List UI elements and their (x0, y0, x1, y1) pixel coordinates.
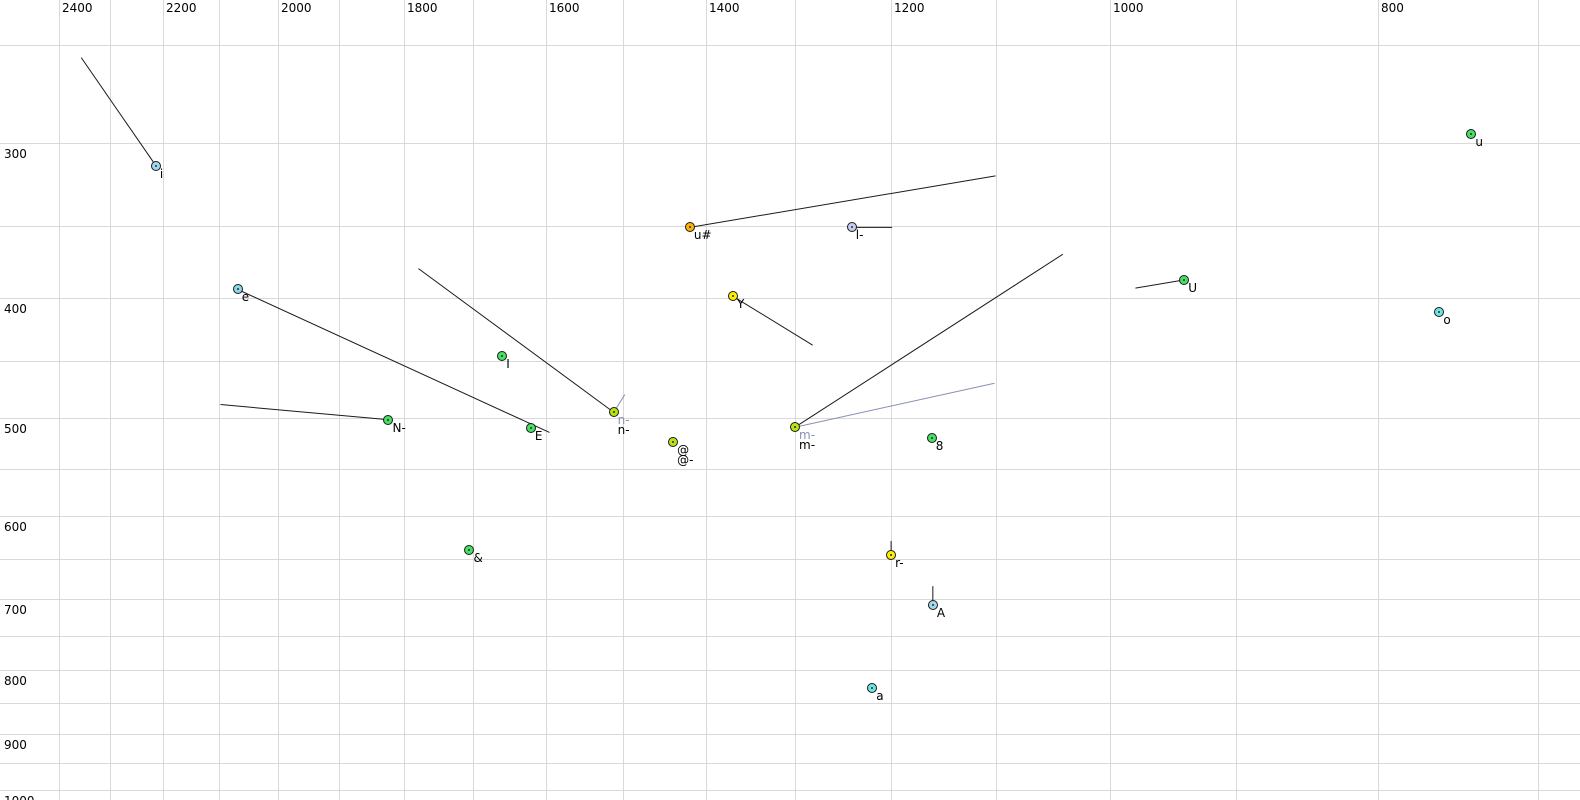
point-label-@: @ (677, 442, 690, 457)
point-label-m--gray: m- (799, 428, 816, 443)
point-label-N-: N- (392, 420, 406, 435)
point-label-E: E (534, 429, 543, 444)
point-label-i: i (159, 166, 164, 181)
point-label-l-: l- (855, 228, 864, 243)
y-axis-tick-label-300: 300 (4, 147, 27, 161)
m--gray-trajectory (794, 382, 995, 428)
m--trajectory (794, 253, 1064, 428)
y-axis-tick-label-700: 700 (4, 603, 27, 617)
point-label-U: U (1188, 280, 1198, 295)
data-point-o (1434, 307, 1445, 318)
data-point-& (464, 545, 475, 556)
x-axis-tick-label-800: 800 (1381, 1, 1404, 15)
data-point-i (150, 160, 161, 171)
point-label-u: u (1475, 134, 1484, 149)
y-axis-tick-label-1000: 1000 (4, 795, 35, 800)
x-axis-tick-label-2000: 2000 (281, 1, 312, 15)
e-trajectory (237, 289, 550, 433)
point-label-8: 8 (935, 438, 944, 453)
point-label-n--alt: n- (617, 423, 630, 438)
Y-trajectory (732, 295, 813, 346)
data-point-8 (926, 432, 937, 443)
u#-trajectory (689, 175, 996, 228)
data-point-u# (684, 222, 695, 233)
N--trajectory (220, 404, 389, 421)
x-axis-tick-label-2400: 2400 (62, 1, 93, 15)
x-axis-tick-label-1600: 1600 (549, 1, 580, 15)
data-point-Y (727, 291, 738, 302)
data-point-A (927, 599, 938, 610)
point-label-u#: u# (693, 228, 712, 243)
point-label-r-: r- (895, 555, 904, 570)
point-label-a: a (876, 689, 884, 704)
point-label-Y: Y (736, 297, 745, 312)
point-label-o: o (1443, 313, 1451, 328)
x-axis-tick-label-1800: 1800 (407, 1, 438, 15)
y-axis-tick-label-400: 400 (4, 302, 27, 316)
x-axis-tick-label-1400: 1400 (709, 1, 740, 15)
data-point-n- (608, 407, 619, 418)
data-point-a (867, 683, 878, 694)
data-point-E (525, 423, 536, 434)
n--trajectory (418, 268, 614, 413)
data-point-u (1466, 128, 1477, 139)
i-trajectory (80, 57, 157, 166)
y-axis-tick-label-900: 900 (4, 738, 27, 752)
data-point-N- (383, 414, 394, 425)
point-label-I: I (506, 357, 510, 372)
U-trajectory (1135, 279, 1185, 289)
point-label-@-alt: @- (677, 452, 694, 467)
data-point-U (1179, 274, 1190, 285)
x-axis-tick-label-1200: 1200 (894, 1, 925, 15)
data-point-m- (790, 422, 801, 433)
data-point-r- (886, 549, 897, 560)
data-point-@ (668, 436, 679, 447)
point-label-m--alt: m- (799, 438, 816, 453)
point-label-n--gray: n- (617, 413, 630, 428)
data-point-I (497, 351, 508, 362)
data-point-e (232, 284, 243, 295)
data-point-l- (846, 222, 857, 233)
point-label-A: A (936, 605, 946, 620)
y-axis-tick-label-500: 500 (4, 422, 27, 436)
point-label-e: e (241, 290, 250, 305)
x-axis-tick-label-1000: 1000 (1113, 1, 1144, 15)
y-axis-tick-label-800: 800 (4, 674, 27, 688)
y-axis-tick-label-600: 600 (4, 520, 27, 534)
point-label-&: & (473, 551, 483, 566)
x-axis-tick-label-2200: 2200 (166, 1, 197, 15)
